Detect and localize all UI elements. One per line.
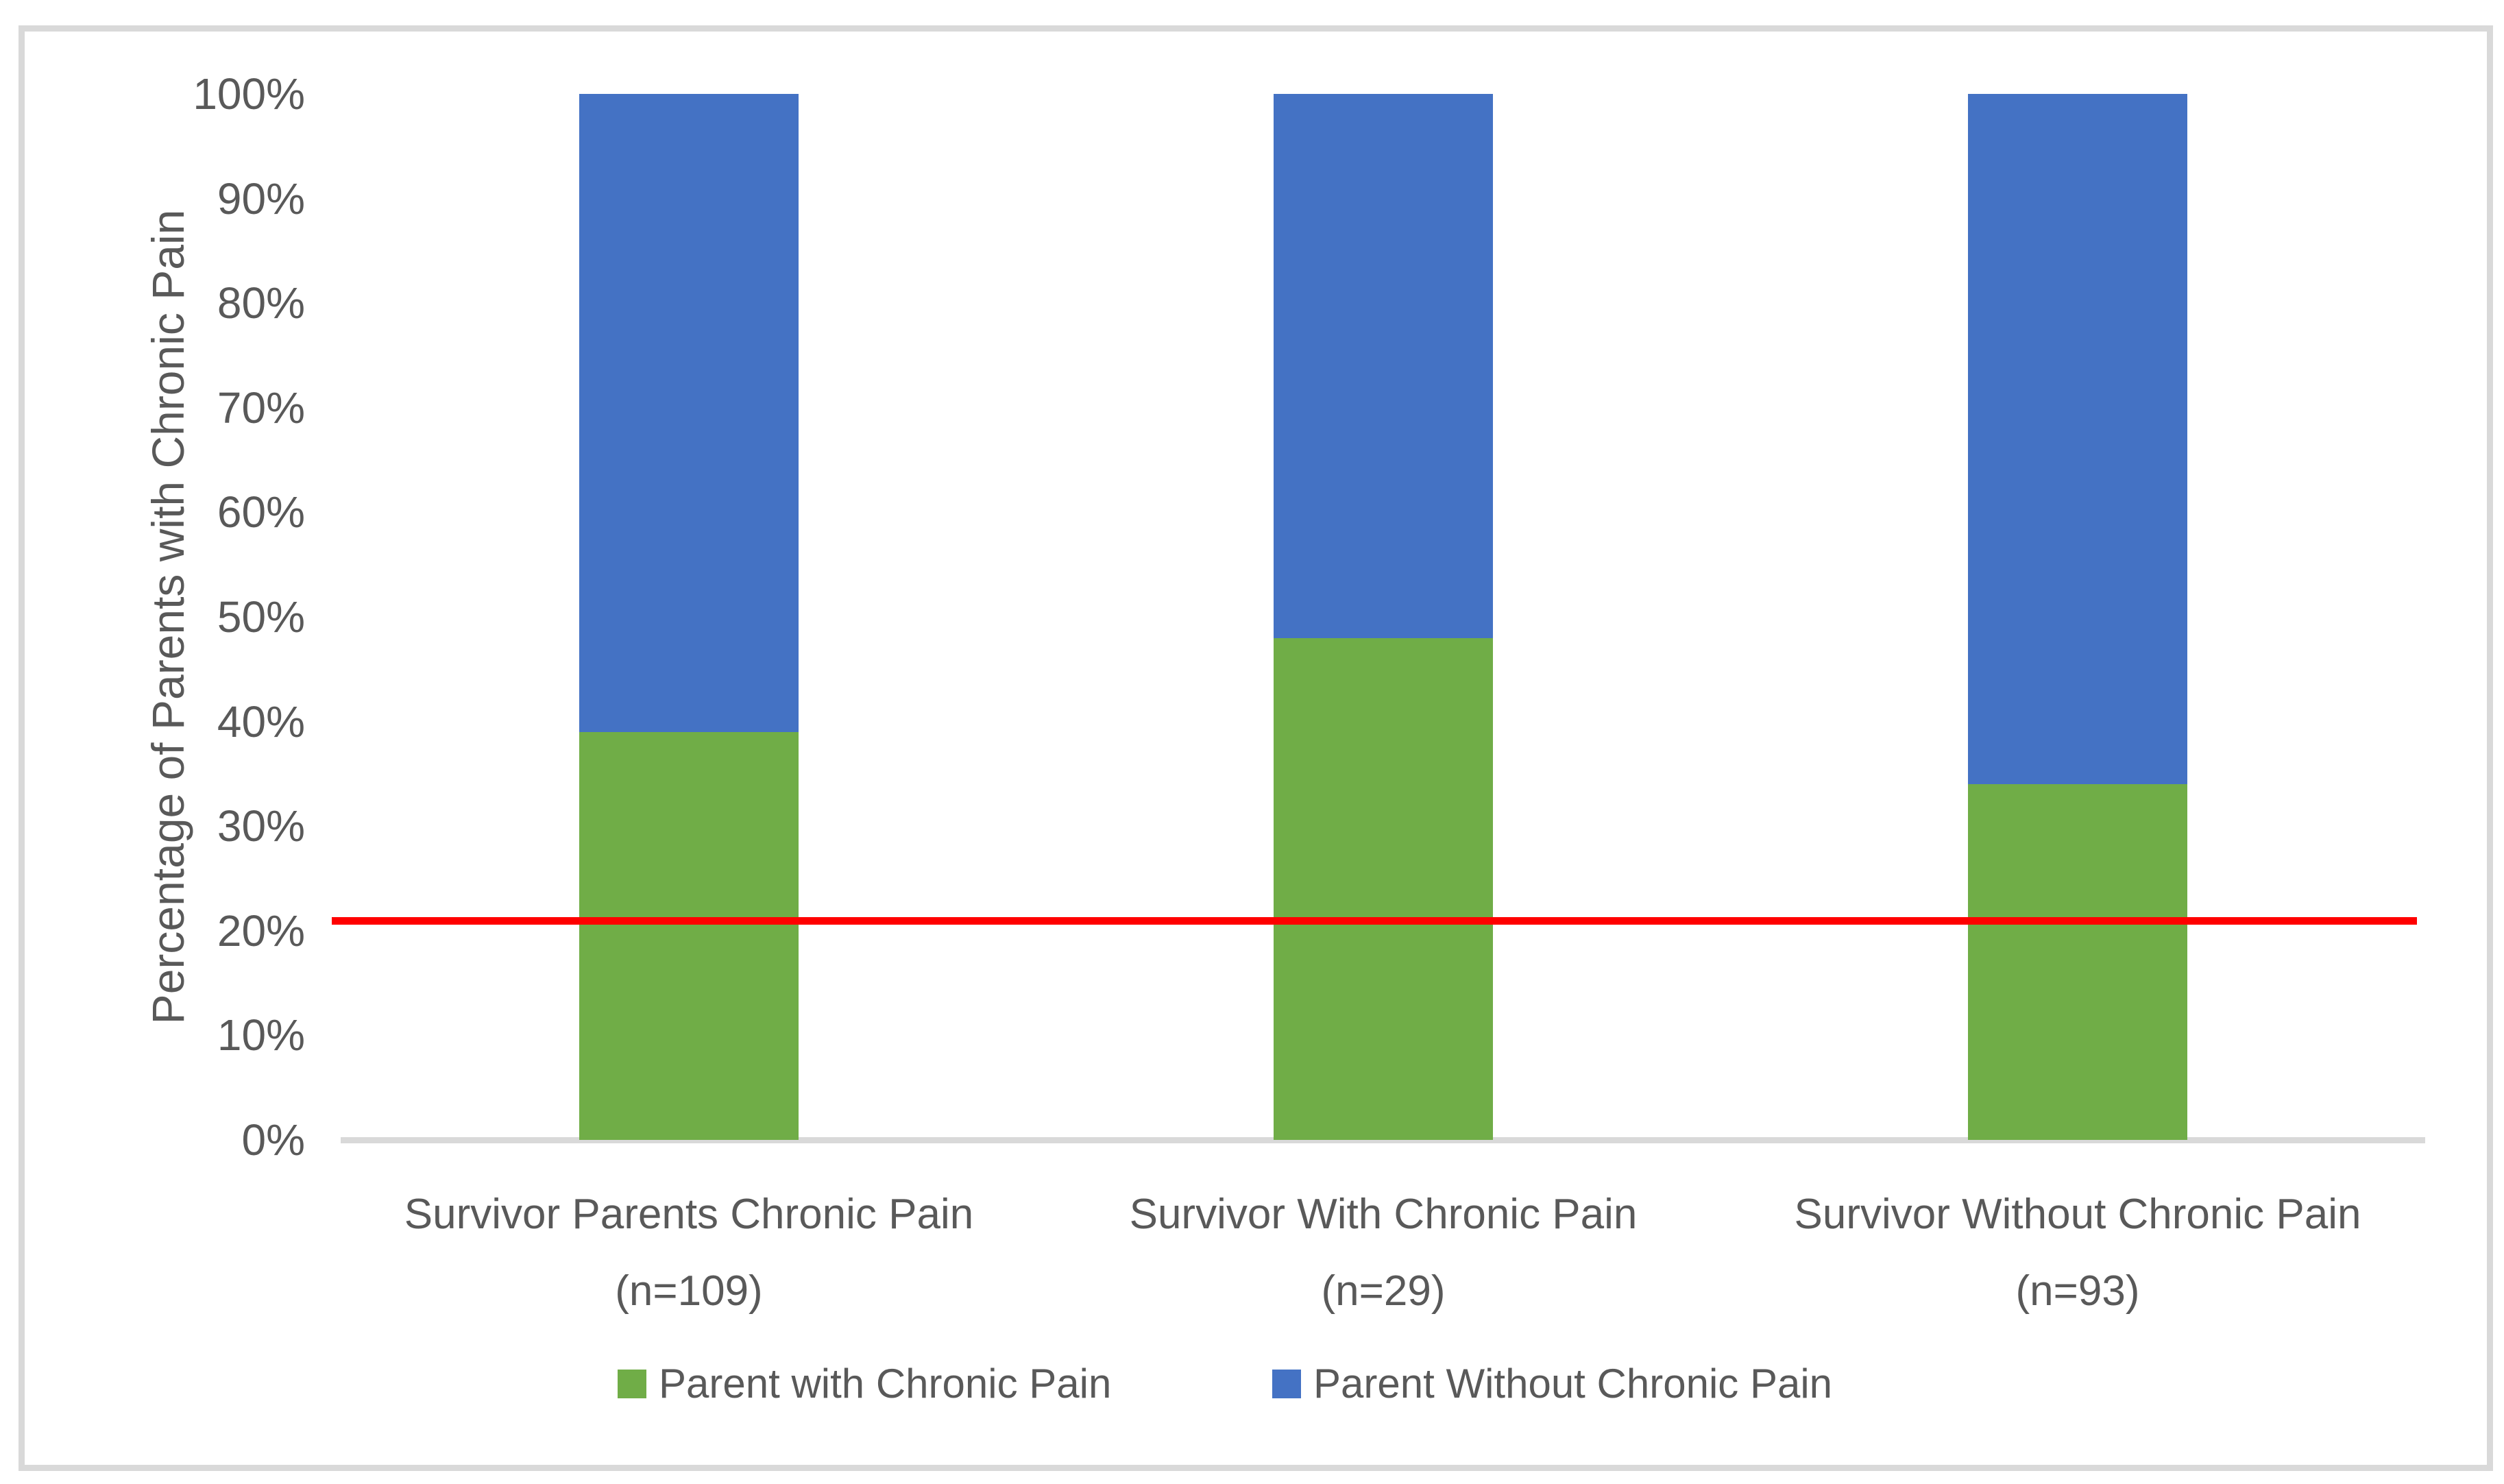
y-tick-label-100: 100% — [193, 69, 305, 119]
y-tick-label-50: 50% — [217, 592, 305, 642]
category-n-text: (n=109) — [615, 1267, 763, 1315]
reference-line — [332, 917, 2417, 925]
y-tick-label-0: 0% — [241, 1115, 306, 1165]
category-label-text: Survivor Parents Chronic Pain — [404, 1191, 974, 1238]
bar-1-parent-without-chronic-pain — [579, 94, 799, 732]
legend-swatch-parent-with-chronic-pain — [618, 1370, 646, 1398]
bar-1-parent-with-chronic-pain — [579, 732, 799, 1140]
y-tick-label-20: 20% — [217, 905, 305, 956]
category-label-text: Survivor With Chronic Pain — [1129, 1191, 1638, 1238]
bar-2-parent-without-chronic-pain — [1274, 94, 1493, 638]
x-axis-line — [341, 1137, 2425, 1143]
category-label-1: Survivor Parents Chronic Pain (n=109) — [367, 1176, 1011, 1330]
category-n-text: (n=29) — [1321, 1267, 1446, 1315]
category-n-text: (n=93) — [2015, 1267, 2140, 1315]
legend-swatch-parent-without-chronic-pain — [1272, 1370, 1301, 1398]
y-tick-label-40: 40% — [217, 696, 305, 746]
y-tick-label-80: 80% — [217, 278, 305, 328]
y-tick-label-60: 60% — [217, 487, 305, 537]
category-label-3: Survivor Without Chronic Pain (n=93) — [1755, 1176, 2400, 1330]
category-label-text: Survivor Without Chronic Pain — [1794, 1191, 2361, 1238]
bar-2-parent-with-chronic-pain — [1274, 638, 1493, 1140]
y-tick-label-90: 90% — [217, 173, 305, 223]
category-label-2: Survivor With Chronic Pain (n=29) — [1061, 1176, 1705, 1330]
legend-label: Parent with Chronic Pain — [659, 1361, 1112, 1407]
bar-3-parent-without-chronic-pain — [1968, 94, 2187, 784]
y-tick-label-30: 30% — [217, 801, 305, 851]
y-tick-label-10: 10% — [217, 1010, 305, 1060]
bar-3-parent-with-chronic-pain — [1968, 784, 2187, 1140]
legend-label: Parent Without Chronic Pain — [1313, 1361, 1833, 1407]
y-tick-label-70: 70% — [217, 382, 305, 433]
